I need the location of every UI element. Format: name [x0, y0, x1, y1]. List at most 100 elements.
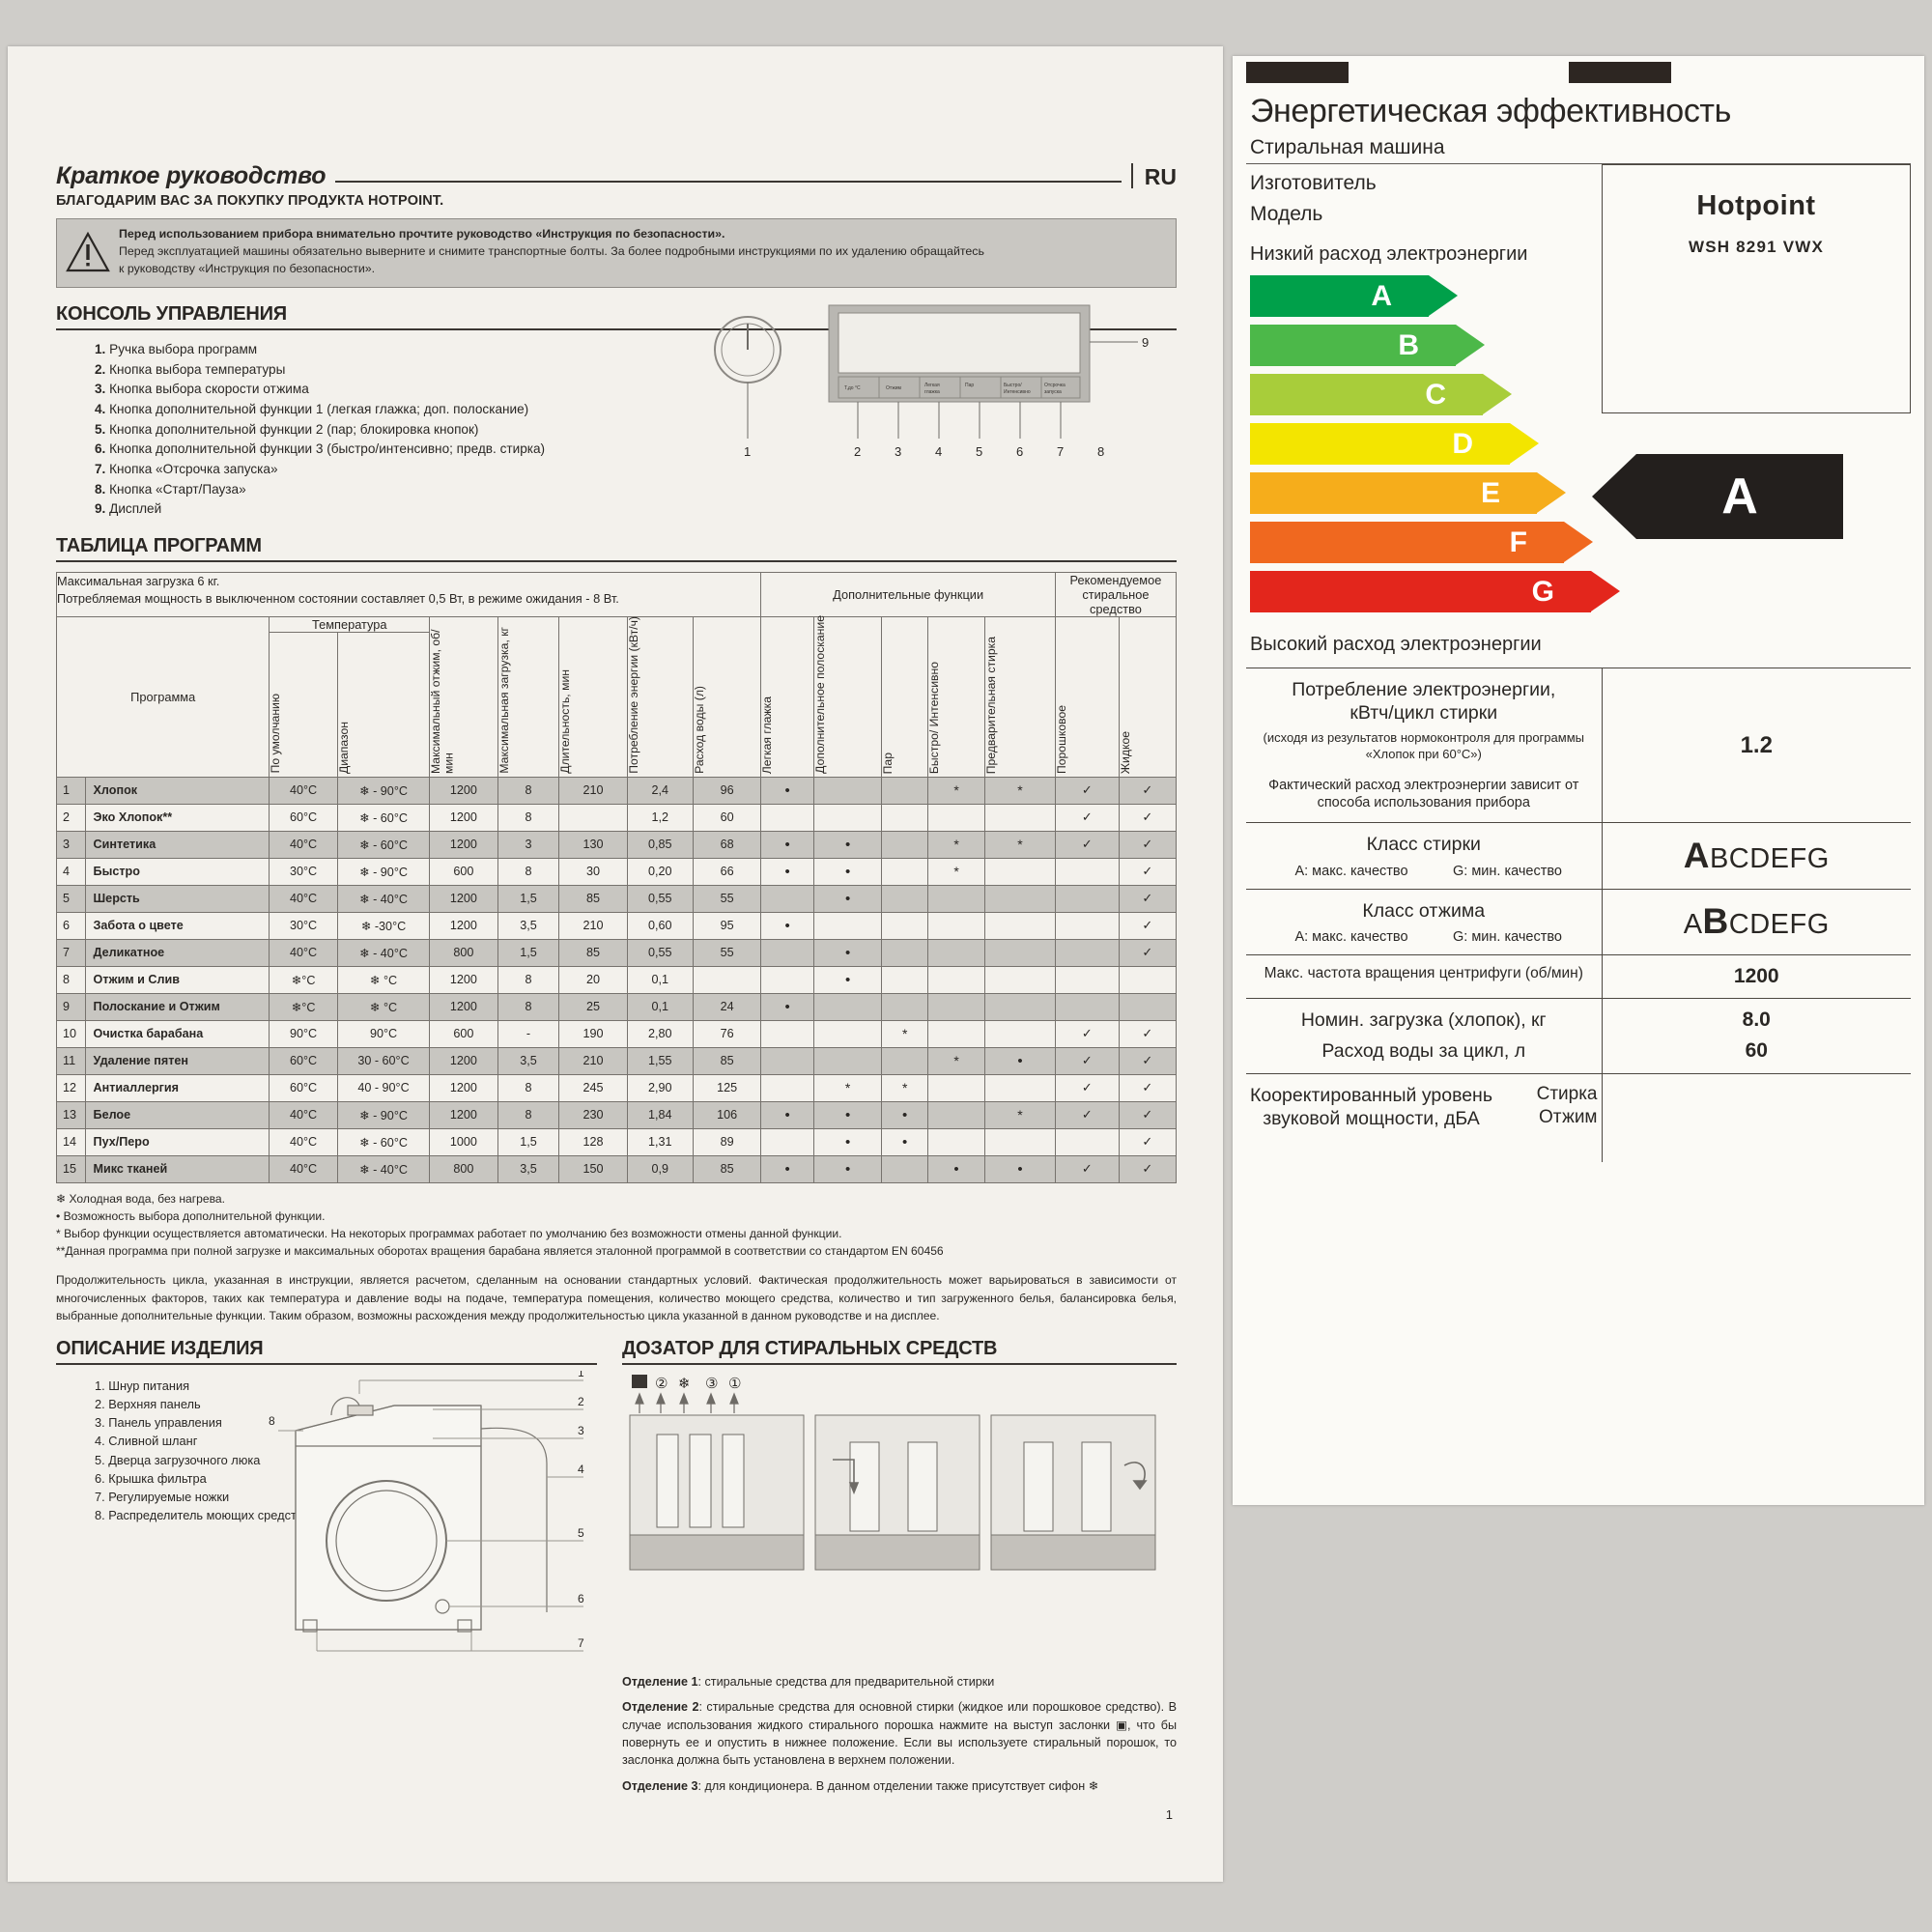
cell-steam: •: [881, 1100, 929, 1129]
col-header-program: Программа: [55, 615, 270, 778]
row-energy: 0,60: [626, 911, 694, 940]
cell-powder: [1054, 911, 1120, 940]
row-temp-default: 60°C: [269, 1046, 338, 1075]
svg-text:7: 7: [1057, 444, 1064, 459]
cell-prewash: [984, 1073, 1056, 1102]
warning-line-1: Перед использованием прибора внимательно…: [119, 227, 725, 241]
cell-easy-iron: •: [760, 830, 814, 859]
row-load: 8: [497, 776, 560, 805]
label-spec-table: Потребление электроэнергии, кВтч/цикл ст…: [1246, 667, 1911, 1163]
cell-easy-iron: •: [760, 1100, 814, 1129]
row-program-name: Очистка барабана: [84, 1019, 270, 1048]
row-spin: 1200: [429, 965, 498, 994]
row-program-name: Эко Хлопок**: [84, 803, 270, 832]
row-spin: 1200: [429, 776, 498, 805]
cell-prewash: *: [984, 776, 1056, 805]
cell-easy-iron: [760, 965, 814, 994]
col-header-duration: Длительность, мин: [558, 615, 628, 778]
cell-steam: [881, 884, 929, 913]
row-water: [692, 965, 762, 994]
product-item: 1. Шнур питания: [95, 1378, 190, 1393]
manual-header: Краткое руководство RU: [56, 162, 1177, 190]
console-item-num: 8.: [95, 481, 106, 497]
spec-scale-wash: ABCDEFG: [1683, 835, 1830, 875]
table-note: Максимальная загрузка 6 кг. Потребляемая…: [55, 571, 762, 617]
row-program-name: Полоскание и Отжим: [84, 992, 270, 1021]
section-rule: [56, 328, 1177, 330]
cell-steam: [881, 965, 929, 994]
energy-class-letter: B: [1398, 328, 1419, 361]
cell-prewash: [984, 911, 1056, 940]
row-water: 55: [692, 884, 762, 913]
dispenser-comp3-label: Отделение 3: [622, 1778, 698, 1793]
control-panel-diagram: 1 2 3 4 5 6 7 8 9 T,до °C Отжим Легкаягла…: [714, 304, 1149, 459]
row-temp-range: ❄ - 40°C: [336, 884, 431, 913]
svg-text:3: 3: [895, 444, 901, 459]
svg-text:2: 2: [578, 1395, 584, 1408]
cell-extra-rinse: •: [812, 830, 883, 859]
cell-easy-iron: [760, 1046, 814, 1075]
group-header-detergent: Рекомендуемое стиральное средство: [1054, 571, 1178, 617]
cell-prewash: •: [984, 1046, 1056, 1075]
row-temp-default: 30°C: [269, 911, 338, 940]
console-item: 6. Кнопка дополнительной функции 3 (быст…: [95, 440, 1177, 460]
row-temp-default: 60°C: [269, 803, 338, 832]
cell-fast-intensive: [927, 992, 986, 1021]
row-program-name: Быстро: [84, 857, 270, 886]
product-item: 6. Крышка фильтра: [95, 1470, 207, 1486]
cell-liquid: ✓: [1118, 884, 1178, 913]
awarded-class-letter: A: [1592, 454, 1843, 539]
svg-text:①: ①: [728, 1375, 741, 1392]
brand-model-box: Hotpoint WSH 8291 VWX: [1602, 164, 1911, 413]
row-temp-default: 40°C: [269, 1127, 338, 1156]
console-item-label: Кнопка «Старт/Пауза»: [109, 481, 246, 497]
svg-text:1: 1: [578, 1371, 584, 1379]
row-duration: 85: [558, 884, 628, 913]
energy-class-letter: E: [1480, 476, 1500, 509]
cell-fast-intensive: •: [927, 1154, 986, 1183]
cell-steam: [881, 857, 929, 886]
programs-table-body: 1 Хлопок 40°C ❄ - 90°C 1200 8 210 2,4 96 • * * ✓ ✓ 2 Эк…: [56, 776, 1178, 1183]
row-spin: 600: [429, 1019, 498, 1048]
table-row: 6 Забота о цвете 30°C ❄ -30°C 1200 3,5 210 0,60…: [56, 911, 1178, 940]
awarded-class-badge: A: [1592, 450, 1911, 543]
cell-easy-iron: [760, 1073, 814, 1102]
cell-liquid: ✓: [1118, 857, 1178, 886]
svg-text:Интенсивно: Интенсивно: [1004, 389, 1031, 395]
table-row: 11 Удаление пятен 60°C 30 - 60°C 1200 3,5 210 1…: [56, 1046, 1178, 1075]
row-temp-default: 90°C: [269, 1019, 338, 1048]
dispenser-paragraph-1: Отделение 1: стиральные средства для пре…: [622, 1674, 995, 1689]
console-item: 8. Кнопка «Старт/Пауза»: [95, 480, 1177, 500]
col-header-powder: Порошковое: [1055, 615, 1120, 778]
energy-class-letter: A: [1371, 279, 1392, 312]
energy-class-arrow-c: C: [1250, 374, 1559, 415]
label-appliance: Стиральная машина: [1250, 136, 1445, 158]
spec-label-wash-class: Класс стирки: [1366, 834, 1481, 856]
cell-extra-rinse: •: [812, 1154, 883, 1183]
cell-extra-rinse: [812, 1019, 883, 1048]
row-program-name: Пух/Перо: [84, 1127, 270, 1156]
spec-label-spin-class: Класс отжима: [1362, 899, 1486, 922]
product-items-list: 1. Шнур питания 2. Верхняя панель 3. Пан…: [56, 1377, 597, 1525]
row-temp-default: 40°C: [269, 938, 338, 967]
svg-text:8: 8: [269, 1414, 275, 1428]
row-temp-range: 40 - 90°C: [336, 1073, 431, 1102]
row-energy: 0,85: [626, 830, 694, 859]
spec-value-rated-load: 8.0: [1742, 1009, 1771, 1032]
row-index: 5: [56, 884, 86, 913]
row-duration: 30: [558, 857, 628, 886]
cell-steam: •: [881, 1127, 929, 1156]
row-load: 1,5: [497, 938, 560, 967]
row-temp-range: ❄ - 40°C: [336, 938, 431, 967]
cell-steam: [881, 911, 929, 940]
cell-fast-intensive: *: [927, 776, 986, 805]
table-row: 2 Эко Хлопок** 60°C ❄ - 60°C 1200 8 1,2 60 ✓ ✓: [56, 803, 1178, 832]
safety-warning-box: Перед использованием прибора внимательно…: [56, 218, 1177, 288]
section-title-dispenser: ДОЗАТОР ДЛЯ СТИРАЛЬНЫХ СРЕДСТВ: [622, 1337, 998, 1359]
spec-label-water: Расход воды за цикл, л: [1321, 1040, 1526, 1063]
row-spin: 600: [429, 857, 498, 886]
cell-fast-intensive: [927, 1127, 986, 1156]
spec-label-energy: Потребление электроэнергии, кВтч/цикл ст…: [1292, 679, 1556, 724]
dispenser-paragraph-3: Отделение 3: для кондиционера. В данном …: [622, 1778, 1099, 1793]
col-header-liquid: Жидкое: [1118, 615, 1178, 778]
